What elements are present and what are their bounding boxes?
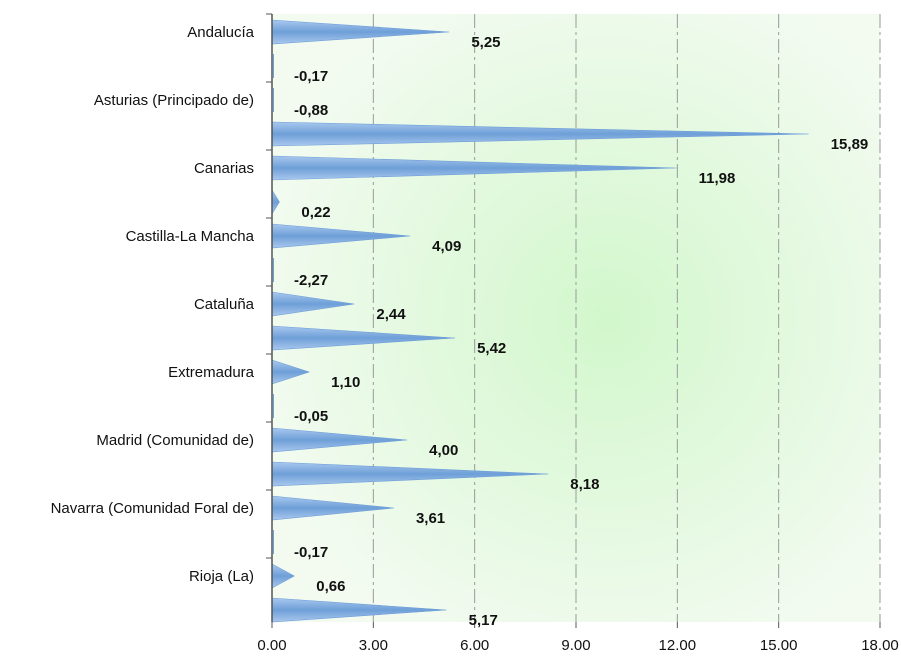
data-label: 11,98 — [699, 170, 736, 187]
x-tick-label: 18.00 — [861, 637, 899, 654]
x-tick-label: 9.00 — [561, 637, 590, 654]
data-label: 5,17 — [469, 612, 498, 629]
data-label: 5,42 — [477, 340, 506, 357]
category-label: Madrid (Comunidad de) — [96, 432, 254, 449]
category-label: Navarra (Comunidad Foral de) — [51, 500, 254, 517]
data-label: 0,22 — [301, 204, 330, 221]
data-label: -0,17 — [294, 544, 328, 561]
labels: Andalucía 5,25 -0,17 Asturias (Principado d… — [51, 24, 869, 629]
x-tick-label: 3.00 — [359, 637, 388, 654]
category-label: Canarias — [194, 160, 254, 177]
category-label: Andalucía — [187, 24, 254, 41]
data-label: -0,17 — [294, 68, 328, 85]
data-label: 2,44 — [376, 306, 406, 323]
data-label: 1,10 — [331, 374, 360, 391]
category-label: Extremadura — [168, 364, 255, 381]
data-label: 4,09 — [432, 238, 461, 255]
axes: 0.00 3.00 6.00 9.00 12.00 15.00 18.00 — [257, 13, 899, 654]
x-tick-label: 6.00 — [460, 637, 489, 654]
data-label: 15,89 — [831, 136, 869, 153]
bars — [271, 19, 809, 623]
x-tick-label: 15.00 — [760, 637, 798, 654]
data-label: 8,18 — [570, 476, 599, 493]
x-tick-label: 0.00 — [257, 637, 286, 654]
category-label: Cataluña — [194, 296, 255, 313]
data-label: 5,25 — [471, 34, 500, 51]
data-label: -0,05 — [294, 408, 328, 425]
category-label: Rioja (La) — [189, 568, 254, 585]
category-label: Asturias (Principado de) — [94, 92, 254, 109]
data-label: 0,66 — [316, 578, 345, 595]
data-label: 3,61 — [416, 510, 445, 527]
category-label: Castilla-La Mancha — [126, 228, 255, 245]
data-label: -2,27 — [294, 272, 328, 289]
data-label: 4,00 — [429, 442, 458, 459]
gridlines — [372, 14, 881, 622]
x-tick-label: 12.00 — [659, 637, 697, 654]
data-label: -0,88 — [294, 102, 328, 119]
